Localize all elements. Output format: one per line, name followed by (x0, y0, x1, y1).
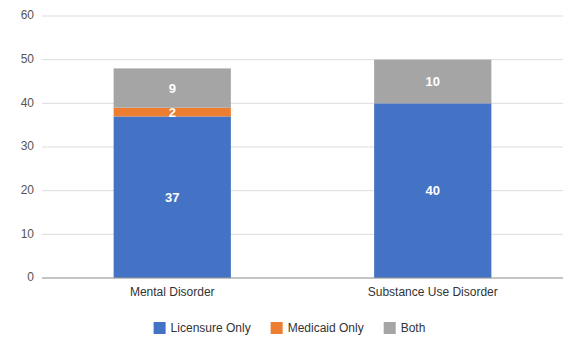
legend-item: Licensure Only (154, 321, 251, 335)
y-tick-label: 40 (21, 96, 35, 110)
bar-segment (114, 68, 231, 107)
y-tick-label: 0 (27, 270, 34, 284)
x-axis-line (42, 278, 563, 279)
data-label: 9 (169, 81, 176, 96)
legend-item: Both (384, 321, 426, 335)
bar-segment (374, 103, 491, 278)
y-tick-label: 20 (21, 183, 35, 197)
legend-swatch (271, 322, 283, 334)
bar-segment (114, 116, 231, 278)
y-tick-label: 60 (21, 8, 35, 22)
data-label: 37 (165, 190, 179, 205)
y-tick-label: 50 (21, 52, 35, 66)
chart-container: 0 10 20 30 40 50 60 37 2 9 40 10 Mental Disorder Subs… (0, 0, 579, 350)
data-label: 10 (426, 74, 440, 89)
y-tick-label: 30 (21, 139, 35, 153)
grid-line (42, 16, 563, 17)
legend-swatch (384, 322, 396, 334)
legend-label: Both (401, 321, 426, 335)
data-label: 40 (426, 183, 440, 198)
legend-item: Medicaid Only (271, 321, 364, 335)
grid (42, 16, 563, 278)
chart: 0 10 20 30 40 50 60 37 2 9 40 10 Mental Disorder Subs… (0, 0, 579, 350)
legend: Licensure Only Medicaid Only Both (154, 321, 426, 335)
legend-label: Licensure Only (171, 321, 251, 335)
legend-swatch (154, 322, 166, 334)
data-labels: 37 2 9 40 10 (165, 74, 440, 205)
x-tick-label: Mental Disorder (130, 285, 215, 299)
bar-segment (374, 60, 491, 104)
x-tick-label: Substance Use Disorder (368, 285, 498, 299)
y-tick-label: 10 (21, 227, 35, 241)
grid-line (42, 278, 563, 279)
data-label: 2 (169, 105, 176, 120)
bars (114, 60, 492, 278)
legend-label: Medicaid Only (288, 321, 364, 335)
